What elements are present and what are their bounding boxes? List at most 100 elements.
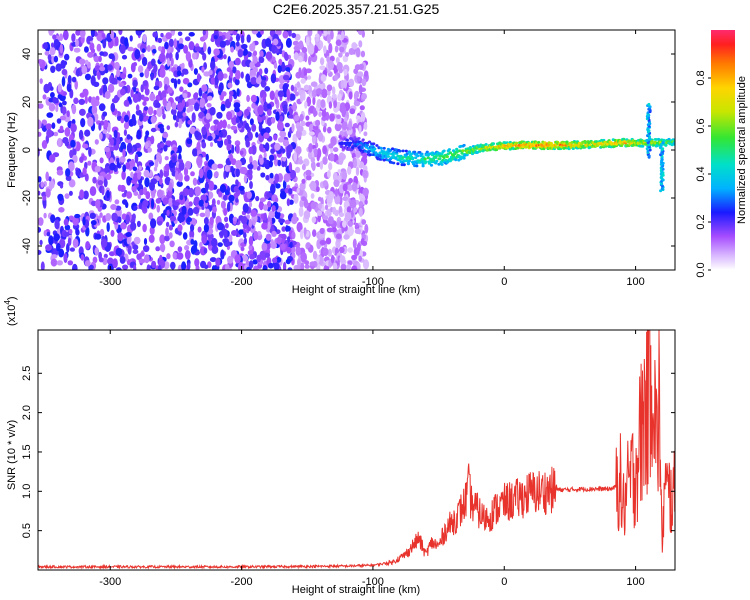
heatmap-noise-blob [261,76,267,82]
heatmap-noise-blob [236,88,240,97]
heatmap-noise-blob [263,252,271,258]
heatmap-noise-blob [223,208,228,216]
heatmap-noise-blob [120,117,125,124]
heatmap-noise-blob [279,213,285,219]
heatmap-noise-blob [89,212,96,219]
heatmap-noise-blob [142,223,147,233]
heatmap-noise-blob [327,216,334,225]
heatmap-noise-blob [75,68,80,77]
heatmap-noise-blob [266,117,273,126]
heatmap-noise-blob [228,60,235,70]
heatmap-noise-blob [275,111,280,121]
colorbar: 0.0 0.2 0.4 0.6 0.8 Normalized spectral ampl… [695,30,748,278]
heatmap-noise-blob [187,207,194,216]
heatmap-noise-blob [348,48,355,55]
y-tick-label: 0 [21,147,33,153]
heatmap-noise-blob [99,212,103,218]
heatmap-noise-blob [177,102,184,112]
heatmap-noise-blob [170,57,174,67]
heatmap-noise-blob [190,171,195,177]
heatmap-noise-blob [255,77,262,85]
heatmap-noise-blob [196,156,203,167]
heatmap-noise-blob [216,199,221,205]
heatmap-noise-blob [338,246,345,254]
heatmap-noise-blob [186,217,192,223]
heatmap-noise-blob [226,111,233,121]
heatmap-noise-blob [94,139,99,145]
heatmap-noise-blob [269,154,275,161]
heatmap-noise-blob [268,160,273,168]
heatmap-noise-blob [201,141,207,149]
heatmap-noise-blob [246,34,251,43]
heatmap-noise-blob [304,101,308,109]
heatmap-noise-blob [223,54,227,60]
heatmap-noise-blob [159,126,165,134]
heatmap-noise-blob [149,93,156,102]
heatmap-noise-blob [327,60,335,71]
heatmap-noise-blob [153,109,158,116]
heatmap-noise-blob [210,60,216,70]
heatmap-noise-blob [244,110,249,116]
heatmap-noise-blob [282,30,289,39]
heatmap-noise-blob [322,215,329,221]
heatmap-noise-blob [210,237,218,248]
heatmap-noise-blob [309,261,317,267]
heatmap-noise-blob [205,153,209,161]
heatmap-noise-blob [157,220,163,226]
heatmap-noise-blob [347,220,354,227]
heatmap-noise-blob [168,197,174,208]
heatmap-noise-blob [172,252,178,260]
heatmap-noise-blob [41,140,48,149]
heatmap-ridge-cell [484,143,488,146]
heatmap-noise-blob [203,247,208,254]
heatmap-noise-blob [248,244,253,251]
heatmap-ridge-cell [402,163,406,167]
heatmap-noise-blob [105,173,112,180]
heatmap-noise-blob [103,178,108,188]
heatmap-noise-blob [273,134,278,141]
heatmap-noise-blob [173,38,177,49]
heatmap-noise-blob [136,220,141,228]
heatmap-noise-blob [110,204,117,210]
heatmap-noise-blob [289,241,293,249]
heatmap-noise-blob [87,51,94,58]
heatmap-noise-blob [45,188,51,198]
heatmap-noise-blob [198,87,203,97]
heatmap-noise-blob [361,93,367,100]
heatmap-noise-blob [296,125,304,132]
heatmap-noise-blob [82,167,87,176]
heatmap-noise-blob [249,61,255,69]
heatmap-noise-blob [249,181,253,189]
heatmap-noise-blob [103,253,108,259]
heatmap-noise-blob [209,216,214,226]
heatmap-noise-blob [156,152,162,162]
heatmap-noise-blob [277,137,285,143]
heatmap-noise-blob [86,36,94,41]
heatmap-noise-blob [179,86,184,92]
heatmap-noise-blob [320,74,327,82]
heatmap-ridge-cell [664,143,668,147]
heatmap-ridge-cell [396,162,400,166]
heatmap-noise-blob [148,234,155,243]
heatmap-ridge-cell [407,159,411,163]
spectrogram-ylabel: Frequency (Hz) [6,112,18,188]
heatmap-noise-blob [305,115,310,121]
heatmap-noise-blob [316,88,323,95]
heatmap-noise-blob [174,170,179,181]
heatmap-noise-blob [308,143,313,153]
heatmap-noise-blob [229,90,234,96]
heatmap-noise-blob [340,263,347,270]
heatmap-noise-blob [238,185,245,191]
heatmap-noise-blob [322,247,329,257]
heatmap-noise-blob [182,232,188,240]
heatmap-noise-blob [110,30,115,40]
heatmap-noise-blob [94,65,101,71]
heatmap-noise-blob [110,77,118,85]
heatmap-noise-blob [211,245,219,254]
heatmap-ridge-cell [622,137,626,141]
heatmap-noise-blob [240,71,244,79]
heatmap-noise-blob [145,130,150,137]
heatmap-noise-blob [108,53,115,60]
